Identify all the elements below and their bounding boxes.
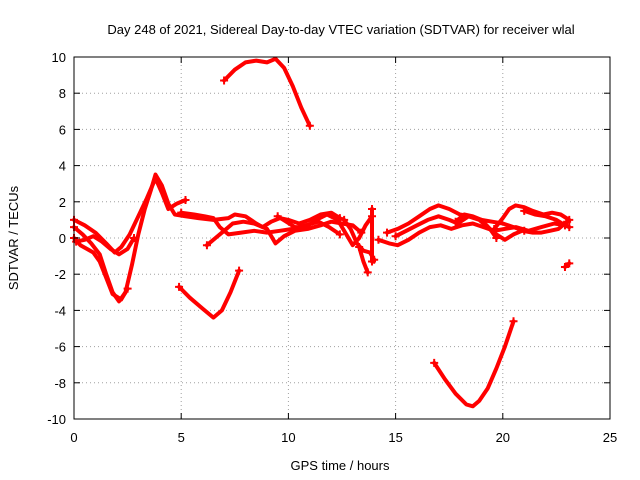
data-point-marker (520, 206, 529, 215)
series-track-05 (204, 219, 364, 248)
x-tick-label: 20 (496, 430, 510, 445)
grid (74, 57, 610, 419)
y-tick-label: 2 (59, 195, 66, 210)
data-point-marker (177, 208, 186, 217)
series-track-06 (275, 212, 374, 248)
y-tick-label: -4 (54, 303, 66, 318)
data-point-marker (235, 266, 244, 275)
data-point-marker (273, 212, 282, 221)
data-point-marker (430, 358, 439, 367)
data-point-marker (335, 230, 344, 239)
data-point-marker (383, 228, 392, 237)
axes-ticks: 0 5 10 15 20 25 -10 -8 -6 -4 -2 0 2 4 6 8 10 (47, 50, 617, 445)
series-track-09 (376, 221, 567, 248)
y-axis-title: SDTVAR / TECUs (6, 185, 21, 290)
y-tick-label: -2 (54, 267, 66, 282)
data-point-marker (565, 259, 574, 268)
x-tick-label: 25 (603, 430, 617, 445)
y-tick-label: 10 (52, 50, 66, 65)
data-point-marker (220, 76, 229, 85)
series-track-15 (72, 236, 130, 302)
data-point-marker (451, 217, 460, 226)
data-point-marker (202, 241, 211, 250)
y-tick-label: 4 (59, 159, 66, 174)
data-point-marker (305, 121, 314, 130)
x-tick-label: 0 (70, 430, 77, 445)
series-group (70, 56, 574, 409)
series-track-14 (522, 208, 572, 230)
data-point-marker (509, 317, 518, 326)
y-tick-label: 0 (59, 231, 66, 246)
data-point-marker (130, 234, 139, 242)
series-track-03 (74, 234, 136, 257)
data-point-marker (560, 262, 569, 271)
x-tick-label: 5 (178, 430, 185, 445)
series-track-13 (492, 203, 572, 231)
series-track-16 (177, 268, 242, 320)
data-point-marker (368, 205, 377, 214)
series-track-17 (222, 56, 312, 128)
x-axis-title: GPS time / hours (291, 458, 390, 473)
data-point-marker (368, 257, 377, 266)
data-point-marker (340, 215, 349, 224)
data-point-marker (175, 282, 184, 291)
data-point-marker (492, 234, 501, 242)
y-tick-label: 8 (59, 86, 66, 101)
x-tick-label: 10 (281, 430, 295, 445)
data-point-marker (490, 224, 499, 233)
y-tick-label: -6 (54, 340, 66, 355)
series-track-01 (72, 176, 188, 255)
data-point-marker (181, 195, 190, 204)
series-track-12 (453, 212, 499, 240)
data-point-marker (391, 232, 400, 241)
data-point-marker (355, 243, 364, 252)
data-point-marker (565, 215, 574, 224)
data-point-marker (374, 235, 383, 244)
y-tick-label: -10 (47, 412, 66, 427)
data-point-marker (565, 223, 574, 232)
x-tick-label: 15 (388, 430, 402, 445)
y-tick-label: -8 (54, 376, 66, 391)
chart-title: Day 248 of 2021, Sidereal Day-to-day VTE… (107, 22, 574, 37)
data-point-marker (123, 284, 132, 293)
data-point-marker (363, 268, 372, 277)
series-track-18 (432, 319, 516, 409)
series-track-08 (357, 245, 370, 275)
y-tick-label: 6 (59, 122, 66, 137)
